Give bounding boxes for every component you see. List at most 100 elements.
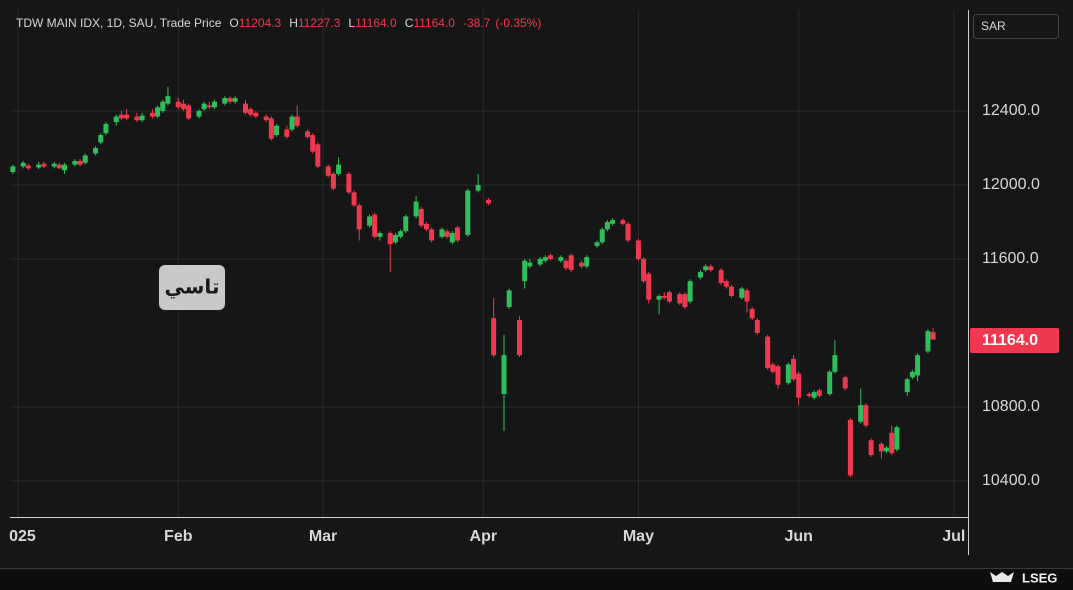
candle-body [863,405,869,426]
candle-body [858,405,864,422]
candle-body [284,129,290,137]
candle-body [98,135,104,143]
candle-body [517,320,523,356]
candle-body [677,294,683,304]
candle-body [196,110,202,117]
last-price-box [970,328,1059,353]
candle-body [227,98,233,102]
instrument: TDW MAIN IDX, 1D, SAU, Trade Price [16,16,222,30]
x-tick-label: Feb [164,528,193,545]
brand: LSEG [1022,570,1057,585]
x-tick-label: Mar [309,528,337,545]
candle-body [346,173,352,193]
x-tick-label: Jun [784,528,812,545]
candle-body [387,233,393,245]
candle-body [522,260,528,282]
candle-body [723,281,729,287]
candle-body [139,115,145,121]
candle-body [444,231,450,237]
candle-body [186,105,192,119]
candle-body [72,160,78,165]
candle-body [20,162,26,167]
candle-body [806,393,812,396]
candle-body [765,336,771,369]
logo-icon [990,572,1014,582]
x-tick-label: Jul [942,528,965,545]
currency[interactable]: SAR [981,19,1006,33]
candle-body [289,116,295,130]
change-value: -38.7 [463,16,491,30]
candle-body [253,112,259,117]
lseg-logo: LSEG [990,570,1057,585]
candle-body [25,165,31,169]
candle-body [620,220,626,224]
h-label: H [289,16,298,30]
candle-body [475,184,481,191]
annotation-box [159,265,225,310]
candles [10,86,936,478]
candle-body [682,294,688,308]
candle-body [884,447,890,452]
candle-body [356,205,362,230]
candle-body [10,166,16,173]
candle-body [827,371,833,394]
candle-body [785,364,791,383]
candle-body [392,234,398,243]
candle-body [403,216,409,232]
candle-body [491,318,497,356]
y-tick-label: 11600.0 [982,250,1039,267]
candle-body [103,123,109,134]
candle-body [449,233,455,243]
candle-body [548,255,554,259]
candle-body [211,101,217,108]
candle-body [909,371,915,378]
candle-body [377,233,383,237]
annotation: تاسي [165,276,220,299]
candle-body [728,286,734,296]
chart-header: TDW MAIN IDX, 1D, SAU, Trade Price O11204… [16,16,541,30]
candle-body [563,260,569,269]
candle-body [832,355,838,372]
candle-body [336,164,342,174]
candle-body [454,227,460,241]
candle-body [351,192,357,206]
candle-body [568,255,574,271]
candle-body [294,116,300,126]
candle-body [242,103,248,113]
candle-body [796,373,802,398]
candle-body [894,427,900,450]
o-label: O [229,16,238,30]
candle-body [113,116,119,123]
candle-body [413,201,419,217]
candle-body [604,221,610,230]
last-price-label: 11164.0 [982,332,1038,349]
candle-body [610,220,616,224]
candle-body [222,98,228,104]
candle-body [429,229,435,241]
candle-body [625,223,631,241]
candle-body [155,107,161,117]
y-tick-label: 10800.0 [982,398,1040,415]
change-percent: (-0.35%) [495,16,541,30]
l-label: L [348,16,355,30]
candle-body [847,419,853,476]
y-tick-label: 12400.0 [982,102,1040,119]
candle-body [739,288,745,298]
close-value: 11164.0 [413,16,455,30]
candle-body [315,144,321,167]
ticks: 2025 Feb Mar Apr May Jun Jul [9,528,965,545]
candle-body [160,101,166,111]
grid [10,10,968,517]
y-tick-label: 10400.0 [982,472,1040,489]
candle-body [930,332,936,340]
candle-body [82,155,88,163]
candle-body [56,164,62,169]
candle-body [842,377,848,389]
candle-body [599,229,605,243]
candle-body [708,266,714,271]
candle-body [537,258,543,265]
candle-body [418,209,424,226]
candle-body [770,364,776,372]
c-label: C [405,16,414,30]
currency-box[interactable] [973,14,1059,39]
